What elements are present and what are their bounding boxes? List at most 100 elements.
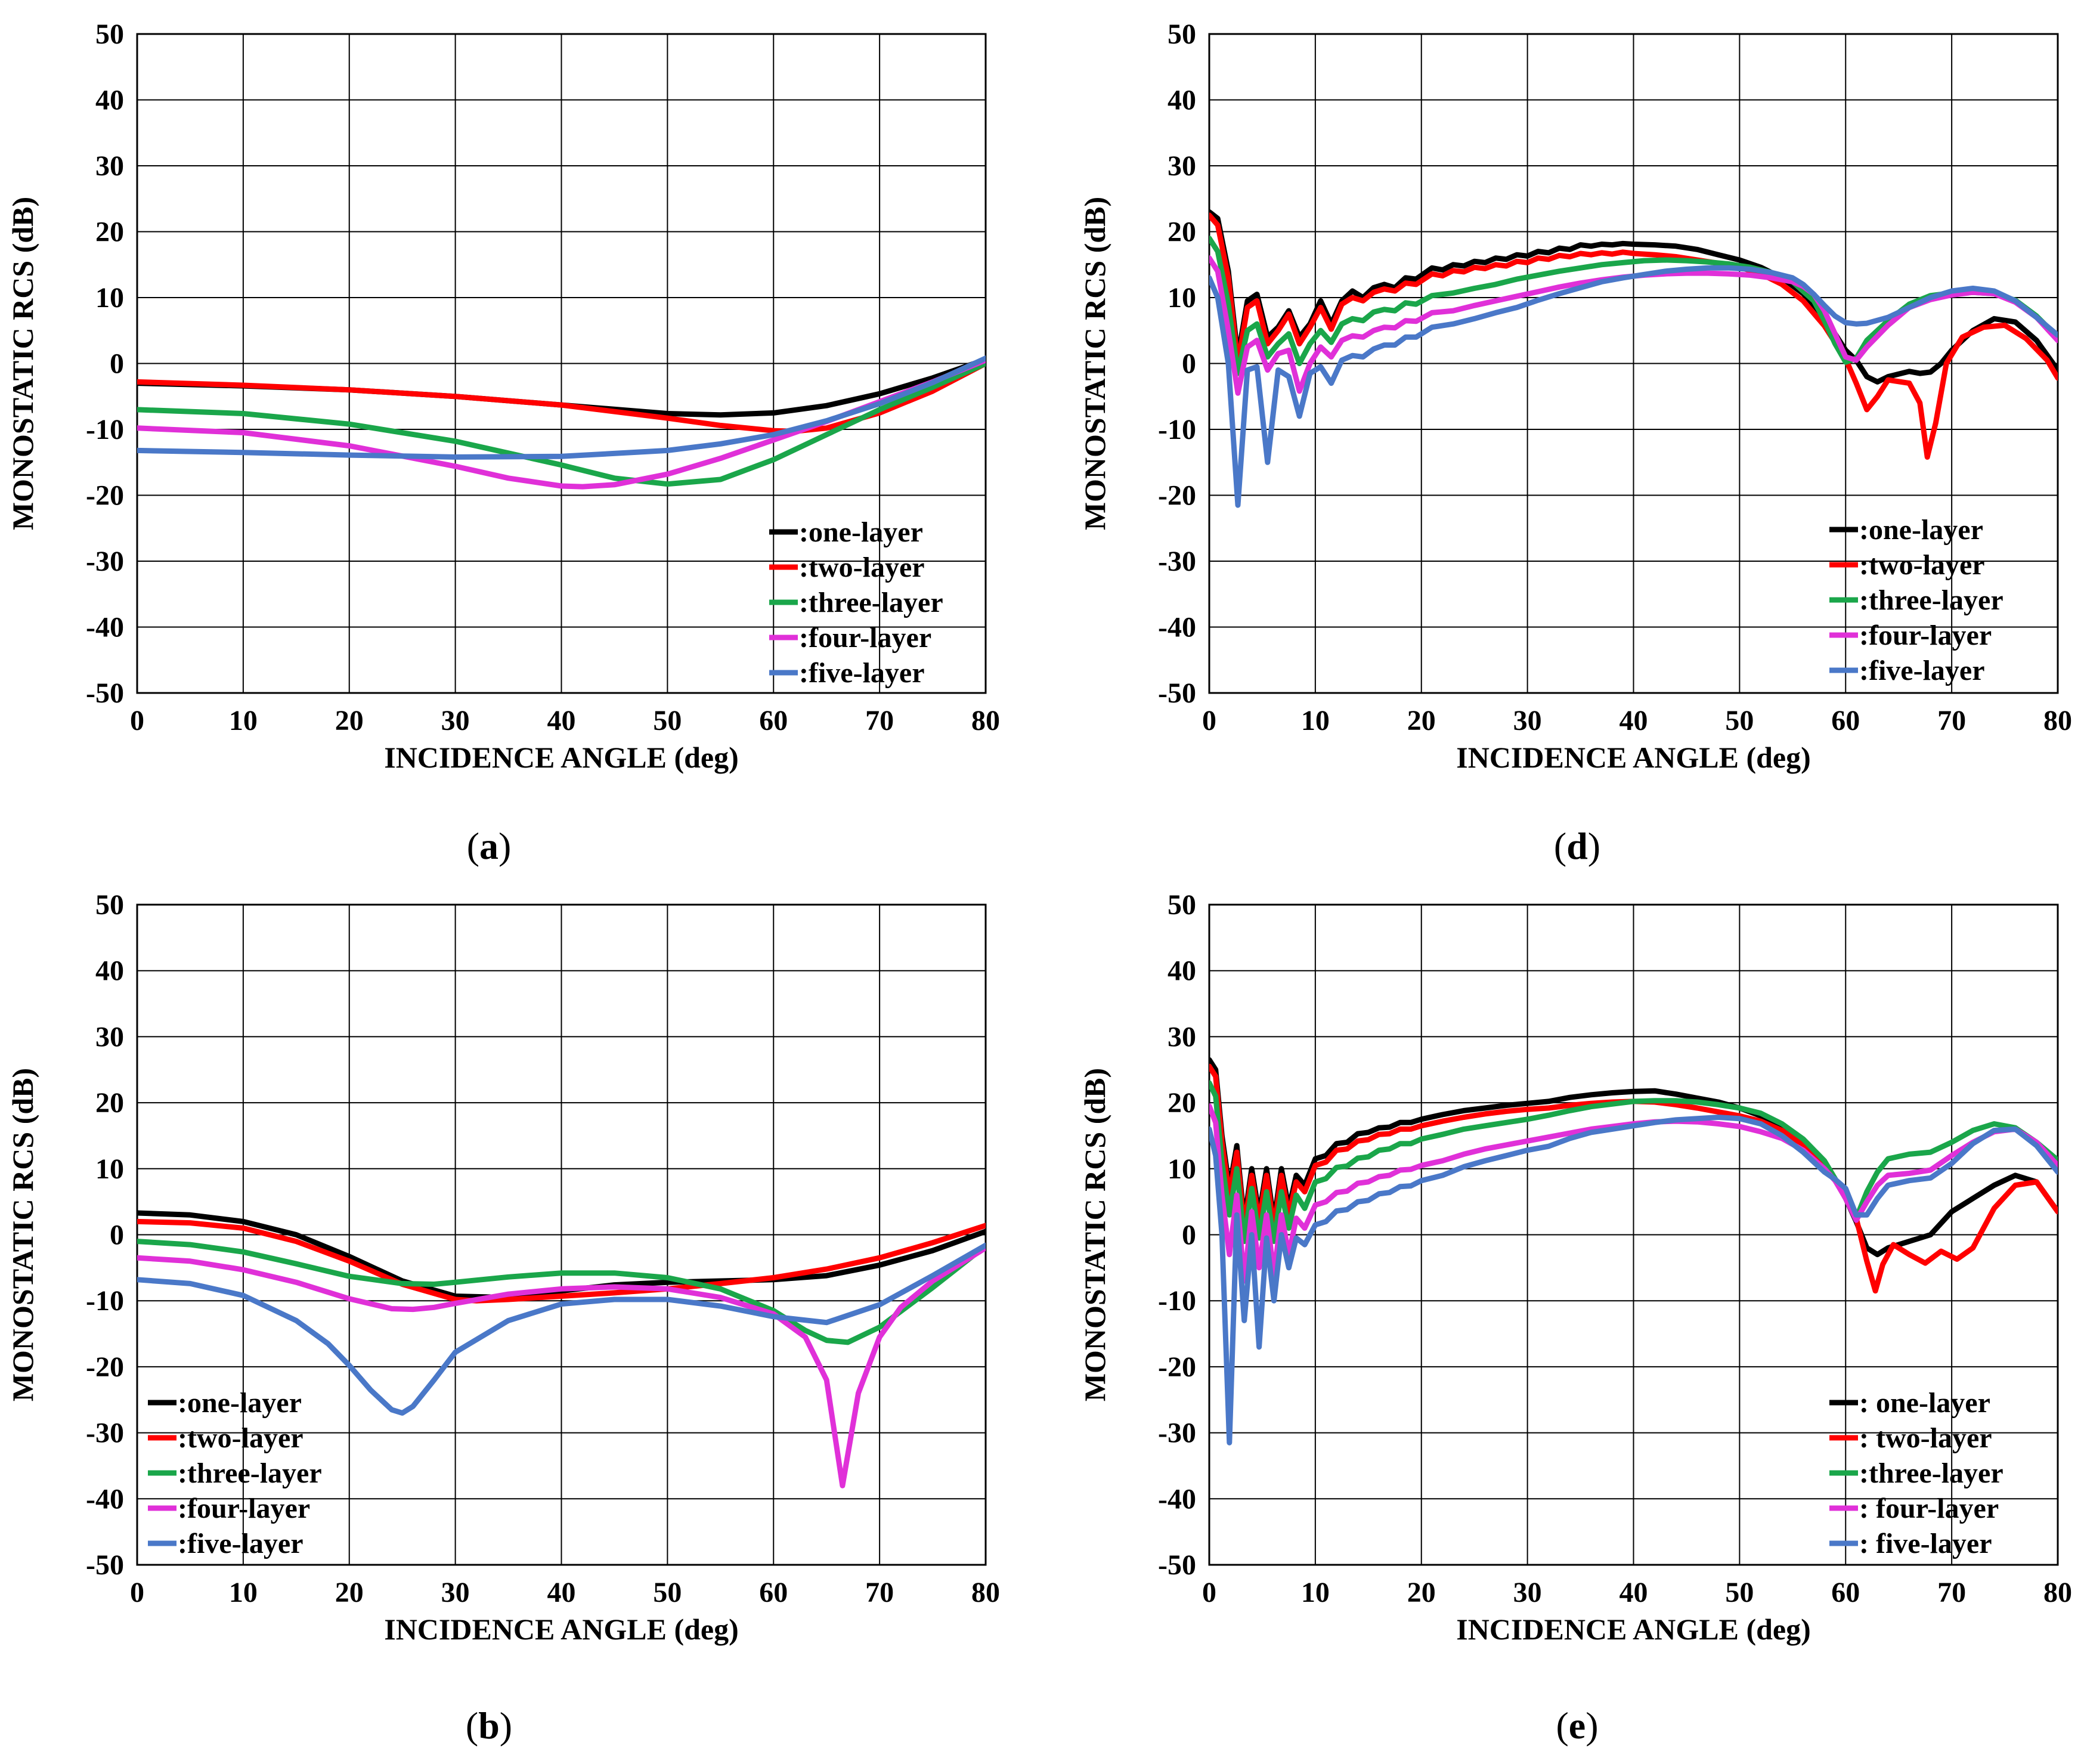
x-tick-label: 30 xyxy=(1513,705,1542,736)
x-tick-label: 50 xyxy=(1725,1577,1754,1608)
y-tick-label: 20 xyxy=(1168,216,1196,248)
legend: : one-layer: two-layer:three-layer: four… xyxy=(1829,1387,2004,1559)
x-tick-label: 40 xyxy=(547,705,576,736)
series-line-three-layer xyxy=(1209,1080,2058,1245)
y-tick-label: 10 xyxy=(95,1153,124,1185)
y-tick-label: 20 xyxy=(95,216,124,248)
x-tick-label: 50 xyxy=(1725,705,1754,736)
y-tick-label: 50 xyxy=(95,18,124,50)
caption-letter: a xyxy=(479,825,498,867)
x-tick-label: 10 xyxy=(1301,705,1330,736)
x-axis-label: INCIDENCE ANGLE (deg) xyxy=(1456,1613,1811,1646)
x-tick-label: 40 xyxy=(547,1577,576,1608)
legend-label-two-layer: :two-layer xyxy=(1859,549,1985,581)
x-tick-label: 60 xyxy=(759,705,788,736)
series-line-two-layer xyxy=(137,1218,986,1304)
x-tick-label: 40 xyxy=(1619,705,1648,736)
legend: :one-layer:two-layer:three-layer:four-la… xyxy=(769,516,943,689)
legend-label-five-layer: :five-layer xyxy=(799,657,925,689)
series-line-two-layer xyxy=(1209,1063,2058,1294)
series-group xyxy=(137,355,986,490)
legend-label-four-layer: :four-layer xyxy=(178,1493,310,1524)
x-tick-label: 0 xyxy=(130,705,144,736)
plot-frame xyxy=(136,903,987,1566)
x-axis-label: INCIDENCE ANGLE (deg) xyxy=(384,1613,739,1646)
y-tick-label: 40 xyxy=(1168,955,1196,987)
y-tick-label: 0 xyxy=(1182,348,1196,380)
y-tick-label: -50 xyxy=(86,677,124,709)
panel-caption: (a) xyxy=(467,825,512,867)
x-tick-label: 30 xyxy=(441,705,470,736)
y-tick-label: -30 xyxy=(1158,546,1196,577)
caption-open: ( xyxy=(1554,825,1566,867)
series-group xyxy=(137,1210,986,1488)
x-tick-label: 20 xyxy=(1407,705,1436,736)
x-tick-label: 30 xyxy=(441,1577,470,1608)
series-group xyxy=(1209,1057,2058,1446)
caption-close: ) xyxy=(1586,1704,1598,1747)
legend-label-five-layer: :five-layer xyxy=(1859,655,1985,686)
x-tick-label: 20 xyxy=(1407,1577,1436,1608)
legend-label-four-layer: : four-layer xyxy=(1859,1493,1999,1524)
x-tick-label: 70 xyxy=(1937,1577,1966,1608)
caption-close: ) xyxy=(500,1704,512,1747)
y-tick-label: 30 xyxy=(1168,150,1196,182)
x-tick-label: 0 xyxy=(1202,1577,1216,1608)
y-tick-label: -10 xyxy=(86,414,124,445)
y-tick-label: 10 xyxy=(95,282,124,314)
y-axis-label: MONOSTATIC RCS (dB) xyxy=(1078,197,1111,530)
x-tick-label: 80 xyxy=(2043,705,2072,736)
y-tick-label: -20 xyxy=(1158,1351,1196,1383)
x-tick-label: 10 xyxy=(229,1577,258,1608)
x-tick-label: 70 xyxy=(865,1577,894,1608)
y-tick-label: 20 xyxy=(1168,1087,1196,1119)
y-tick-label: -50 xyxy=(1158,1549,1196,1581)
y-tick-label: -40 xyxy=(86,1483,124,1515)
x-tick-label: 60 xyxy=(1831,705,1860,736)
x-tick-label: 70 xyxy=(1937,705,1966,736)
legend-label-two-layer: :two-layer xyxy=(799,552,925,583)
x-tick-label: 80 xyxy=(971,1577,1000,1608)
legend-label-four-layer: :four-layer xyxy=(799,622,931,654)
legend-label-four-layer: :four-layer xyxy=(1859,620,1992,651)
y-tick-label: 30 xyxy=(95,1021,124,1053)
caption-open: ( xyxy=(467,825,479,867)
x-axis-label: INCIDENCE ANGLE (deg) xyxy=(1456,741,1811,774)
x-tick-label: 60 xyxy=(759,1577,788,1608)
x-tick-label: 70 xyxy=(865,705,894,736)
y-tick-label: 50 xyxy=(1168,889,1196,921)
y-tick-label: -10 xyxy=(86,1285,124,1317)
caption-letter: e xyxy=(1569,1704,1586,1747)
y-tick-label: 50 xyxy=(1168,18,1196,50)
legend-label-five-layer: : five-layer xyxy=(1859,1528,1992,1559)
y-tick-label: -50 xyxy=(1158,677,1196,709)
plot-frame xyxy=(1208,903,2059,1566)
y-tick-label: 30 xyxy=(1168,1021,1196,1053)
x-tick-label: 20 xyxy=(335,705,364,736)
y-axis-label: MONOSTATIC RCS (dB) xyxy=(6,1068,39,1401)
legend-label-one-layer: :one-layer xyxy=(799,516,923,548)
y-tick-label: 10 xyxy=(1168,282,1196,314)
y-tick-label: 10 xyxy=(1168,1153,1196,1185)
panel-caption: (b) xyxy=(466,1704,512,1747)
series-line-five-layer xyxy=(1209,265,2058,508)
x-tick-label: 40 xyxy=(1619,1577,1648,1608)
legend-label-two-layer: :two-layer xyxy=(178,1422,304,1454)
series-line-three-layer xyxy=(137,1239,986,1345)
legend-label-one-layer: : one-layer xyxy=(1859,1387,1990,1419)
x-tick-label: 80 xyxy=(2043,1577,2072,1608)
series-line-three-layer xyxy=(1209,236,2058,376)
series-line-three-layer xyxy=(137,361,986,487)
y-tick-label: -30 xyxy=(86,546,124,577)
x-tick-label: 20 xyxy=(335,1577,364,1608)
y-tick-label: 20 xyxy=(95,1087,124,1119)
panel-caption: (d) xyxy=(1554,825,1600,867)
series-group xyxy=(1209,209,2058,508)
series-line-two-layer xyxy=(1209,212,2058,460)
legend-label-three-layer: :three-layer xyxy=(1859,1457,2004,1489)
caption-open: ( xyxy=(466,1704,478,1747)
x-tick-label: 30 xyxy=(1513,1577,1542,1608)
y-tick-label: 0 xyxy=(1182,1220,1196,1251)
